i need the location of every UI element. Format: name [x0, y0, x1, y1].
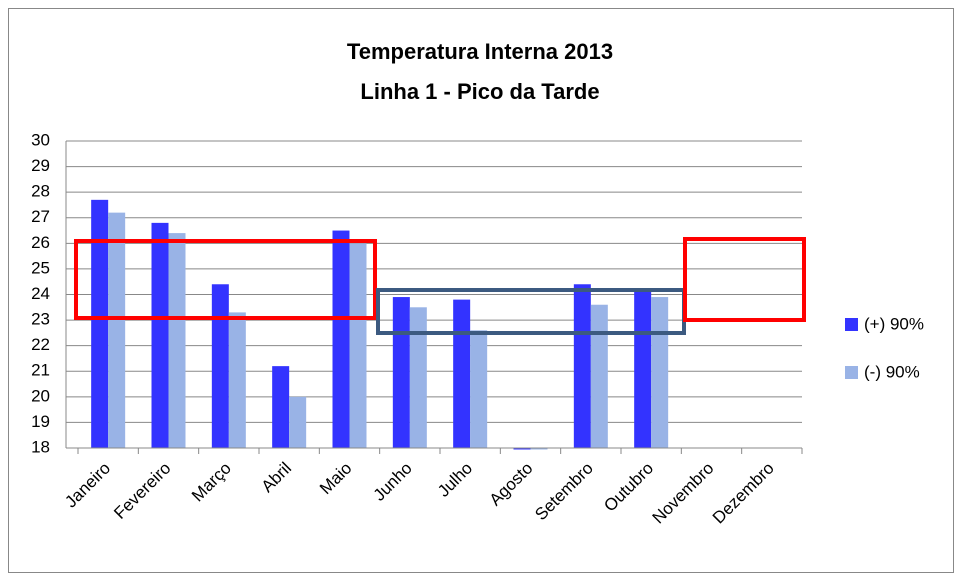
bar: [272, 366, 290, 448]
bar: [151, 222, 169, 448]
bar: [91, 199, 109, 448]
bar: [453, 299, 471, 448]
y-tick-label: 23: [31, 310, 50, 329]
bar: [470, 330, 488, 448]
bar: [211, 284, 229, 448]
bar: [228, 312, 246, 448]
chart-title: Temperatura Interna 2013: [347, 39, 613, 64]
legend-label: (+) 90%: [864, 314, 924, 333]
bar: [332, 230, 350, 448]
y-tick-label: 28: [31, 182, 50, 201]
y-tick-label: 26: [31, 233, 50, 252]
legend-swatch: [845, 366, 858, 379]
y-tick-label: 19: [31, 412, 50, 431]
bar: [651, 297, 669, 448]
bar: [349, 243, 367, 448]
bar: [409, 307, 427, 448]
highlight-box: [74, 239, 377, 320]
chart-subtitle: Linha 1 - Pico da Tarde: [360, 79, 599, 104]
y-tick-label: 29: [31, 156, 50, 175]
bar: [590, 304, 608, 448]
bar: [392, 297, 410, 448]
y-tick-label: 21: [31, 361, 50, 380]
y-tick-label: 22: [31, 335, 50, 354]
legend-label: (-) 90%: [864, 362, 920, 381]
highlight-box: [683, 237, 806, 322]
bar: [289, 396, 307, 448]
bar: [530, 448, 548, 450]
y-tick-label: 25: [31, 258, 50, 277]
bar: [634, 289, 652, 448]
y-tick-label: 20: [31, 386, 50, 405]
bar: [168, 233, 186, 448]
bar: [573, 284, 591, 448]
y-tick-label: 30: [31, 130, 50, 149]
y-tick-label: 24: [31, 284, 50, 303]
y-tick-label: 27: [31, 207, 50, 226]
legend-swatch: [845, 318, 858, 331]
bar: [108, 212, 126, 448]
y-tick-label: 18: [31, 437, 50, 456]
bar: [513, 448, 531, 450]
